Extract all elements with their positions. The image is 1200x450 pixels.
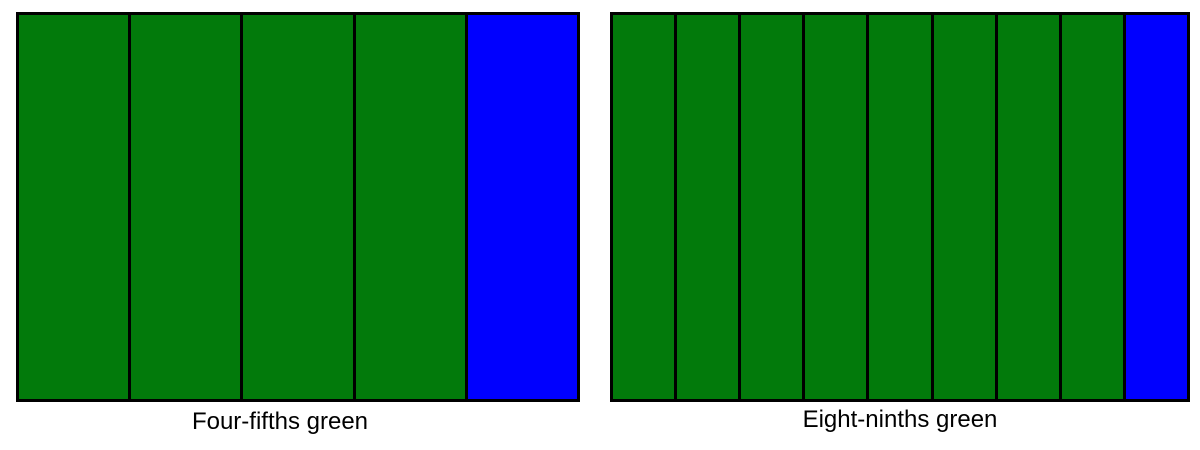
shaded-segment-2: [128, 15, 241, 399]
shaded-segment-4: [802, 15, 867, 399]
shaded-segment-6: [930, 15, 995, 399]
shaded-segment-5: [866, 15, 931, 399]
caption-eight-ninths: Eight-ninths green: [802, 406, 998, 433]
fraction-bar-four-fifths: [16, 12, 580, 402]
caption-four-fifths: Four-fifths green: [191, 408, 369, 435]
shaded-segment-3: [738, 15, 803, 399]
shaded-segment-3: [240, 15, 353, 399]
shaded-segment-1: [613, 15, 675, 399]
shaded-segment-4: [352, 15, 465, 399]
shaded-segment-1: [19, 15, 129, 399]
shaded-segment-7: [994, 15, 1059, 399]
unshaded-segment-9: [1122, 15, 1187, 399]
unshaded-segment-5: [464, 15, 578, 399]
fraction-bar-eight-ninths: [610, 12, 1190, 402]
shaded-segment-8: [1058, 15, 1123, 399]
shaded-segment-2: [674, 15, 739, 399]
